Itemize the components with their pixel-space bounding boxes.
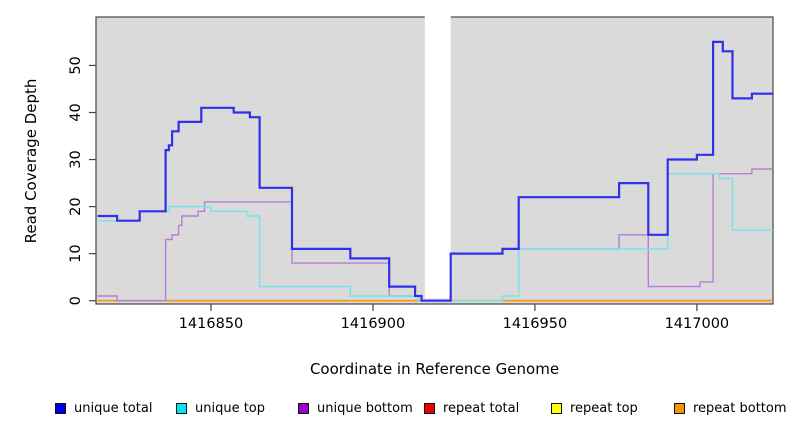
- repeat-total-swatch-icon: [424, 403, 435, 414]
- repeat-top-swatch-icon: [551, 403, 562, 414]
- legend-item-unique-top: unique top: [176, 401, 265, 416]
- y-tick-label: 40: [68, 103, 84, 121]
- masked-region: [424, 10, 451, 299]
- legend-label: repeat total: [443, 401, 520, 416]
- legend-label: unique total: [74, 401, 153, 416]
- series-unique-top: [97, 173, 773, 302]
- y-tick-label: 30: [68, 150, 84, 168]
- unique-total-swatch-icon: [55, 403, 66, 414]
- y-tick-label: 0: [68, 296, 84, 305]
- x-tick-label: 1417000: [665, 316, 730, 332]
- unique-bottom-swatch-icon: [298, 403, 309, 414]
- legend-label: unique bottom: [317, 401, 413, 416]
- series-unique-total: [97, 40, 773, 302]
- y-tick-label: 10: [68, 244, 84, 262]
- legend-label: unique top: [195, 401, 266, 416]
- legend-item-repeat-bottom: repeat bottom: [674, 401, 787, 416]
- repeat-bottom-swatch-icon: [674, 403, 685, 414]
- x-axis-label: Coordinate in Reference Genome: [309, 360, 560, 378]
- unique-top-swatch-icon: [176, 403, 187, 414]
- x-tick-label: 1416950: [503, 316, 568, 332]
- legend-item-unique-total: unique total: [55, 401, 152, 416]
- legend-item-unique-bottom: unique bottom: [298, 401, 413, 416]
- legend-label: repeat top: [570, 401, 638, 416]
- legend-item-repeat-top: repeat top: [551, 401, 638, 416]
- legend-label: repeat bottom: [693, 401, 787, 416]
- x-tick-label: 1416850: [179, 316, 244, 332]
- legend: unique total unique top unique bottom repea…: [0, 399, 792, 423]
- y-axis-label: Read Coverage Depth: [22, 78, 40, 244]
- y-tick-label: 20: [68, 197, 84, 215]
- legend-item-repeat-total: repeat total: [424, 401, 519, 416]
- x-tick-label: 1416900: [341, 316, 406, 332]
- y-tick-label: 50: [68, 56, 84, 74]
